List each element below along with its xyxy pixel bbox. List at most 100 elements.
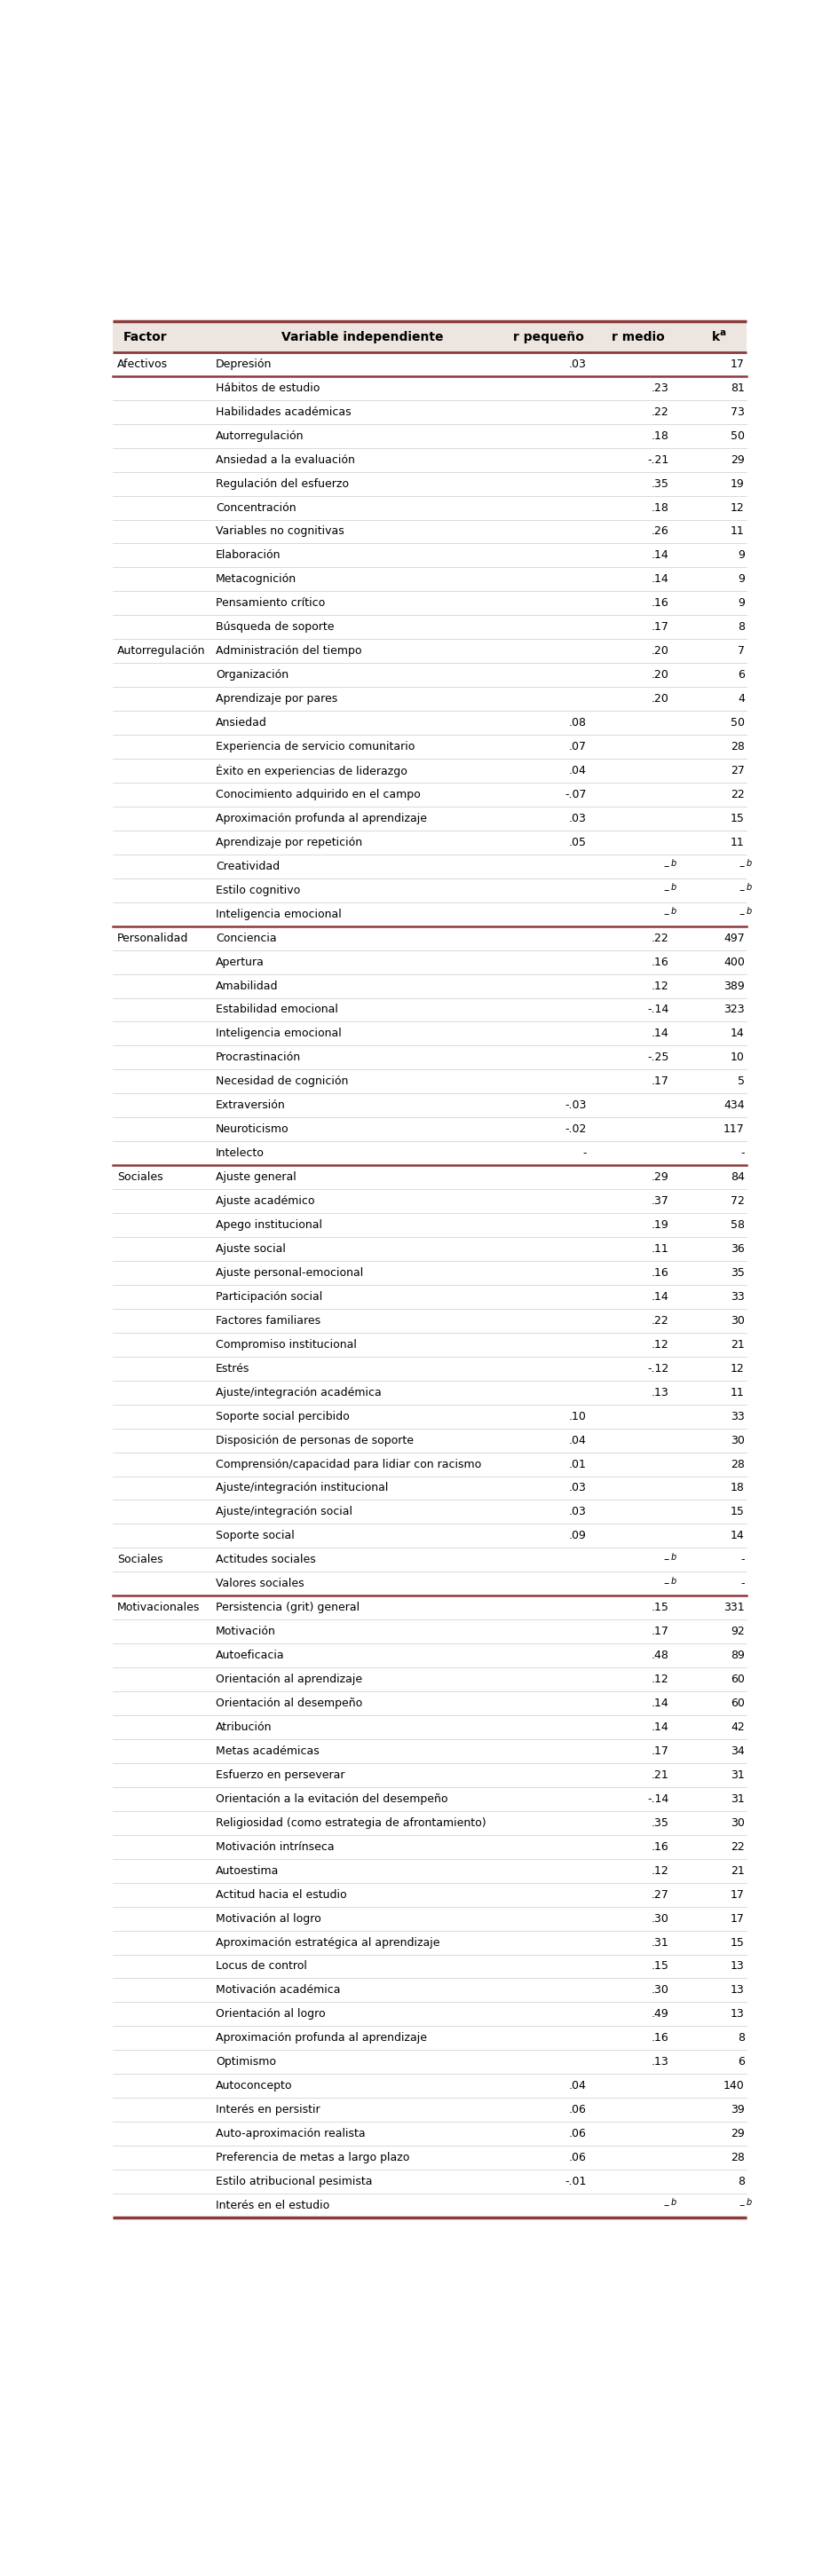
Bar: [113, 1332, 746, 1358]
Text: .16: .16: [651, 2032, 668, 2043]
Text: .05: .05: [568, 837, 586, 848]
Text: Ajuste/integración social: Ajuste/integración social: [215, 1507, 352, 1517]
Text: 22: 22: [730, 1842, 744, 1852]
Bar: [113, 711, 746, 734]
Text: Interés en persistir: Interés en persistir: [215, 2105, 320, 2115]
Text: Pensamiento crítico: Pensamiento crítico: [215, 598, 324, 608]
Bar: [113, 639, 746, 662]
Text: b: b: [670, 2197, 675, 2208]
Bar: [113, 662, 746, 688]
Text: Aproximación estratégica al aprendizaje: Aproximación estratégica al aprendizaje: [215, 1937, 439, 1947]
Text: 4: 4: [737, 693, 744, 706]
Text: Sociales: Sociales: [117, 1553, 163, 1566]
Bar: [113, 376, 746, 399]
Text: Valores sociales: Valores sociales: [215, 1579, 303, 1589]
Text: Preferencia de metas a largo plazo: Preferencia de metas a largo plazo: [215, 2151, 409, 2164]
Text: -: -: [740, 1579, 744, 1589]
Bar: [113, 1213, 746, 1236]
Text: r medio: r medio: [611, 330, 664, 343]
Text: Amabilidad: Amabilidad: [215, 979, 278, 992]
Text: Ajuste personal-emocional: Ajuste personal-emocional: [215, 1267, 363, 1278]
Text: Afectivos: Afectivos: [117, 358, 168, 371]
Text: –: –: [663, 909, 668, 920]
Text: –: –: [663, 1553, 668, 1566]
Text: Estrés: Estrés: [215, 1363, 250, 1373]
Text: 30: 30: [730, 1435, 744, 1445]
Text: Autoestima: Autoestima: [215, 1865, 279, 1875]
Bar: [113, 1762, 746, 1788]
Text: 15: 15: [730, 1507, 744, 1517]
Bar: [113, 1381, 746, 1404]
Text: 31: 31: [730, 1793, 744, 1806]
Text: 389: 389: [723, 979, 744, 992]
Text: 28: 28: [730, 2151, 744, 2164]
Text: 36: 36: [730, 1244, 744, 1255]
Text: 39: 39: [730, 2105, 744, 2115]
Bar: [113, 471, 746, 495]
Text: .16: .16: [651, 598, 668, 608]
Bar: [113, 1190, 746, 1213]
Text: .04: .04: [568, 2081, 586, 2092]
Text: 323: 323: [723, 1005, 744, 1015]
Text: 117: 117: [723, 1123, 744, 1136]
Text: 33: 33: [730, 1291, 744, 1303]
Bar: [113, 1595, 746, 1620]
Text: Inteligencia emocional: Inteligencia emocional: [215, 909, 341, 920]
Text: -.03: -.03: [564, 1100, 586, 1110]
Text: Conciencia: Conciencia: [215, 933, 277, 943]
Text: –: –: [663, 860, 668, 873]
Text: -.02: -.02: [564, 1123, 586, 1136]
Text: 58: 58: [730, 1218, 744, 1231]
Text: –: –: [663, 1579, 668, 1589]
Text: .16: .16: [651, 1267, 668, 1278]
Text: 18: 18: [730, 1481, 744, 1494]
Text: Habilidades académicas: Habilidades académicas: [215, 407, 351, 417]
Bar: [113, 2195, 746, 2218]
Bar: [113, 322, 746, 353]
Text: 14: 14: [730, 1530, 744, 1540]
Text: 30: 30: [730, 1314, 744, 1327]
Text: Ajuste académico: Ajuste académico: [215, 1195, 314, 1208]
Bar: [113, 2027, 746, 2050]
Text: .13: .13: [651, 1386, 668, 1399]
Bar: [113, 927, 746, 951]
Text: 434: 434: [723, 1100, 744, 1110]
Bar: [113, 1860, 746, 1883]
Text: .17: .17: [650, 1625, 668, 1638]
Bar: [113, 829, 746, 855]
Text: Intelecto: Intelecto: [215, 1146, 264, 1159]
Text: .18: .18: [650, 430, 668, 440]
Text: Variable independiente: Variable independiente: [282, 330, 443, 343]
Text: b: b: [670, 907, 675, 917]
Text: .03: .03: [568, 1507, 586, 1517]
Text: Atribución: Atribución: [215, 1721, 272, 1734]
Text: 60: 60: [730, 1698, 744, 1708]
Bar: [113, 902, 746, 927]
Text: –: –: [738, 884, 744, 896]
Text: .17: .17: [650, 621, 668, 634]
Text: 8: 8: [737, 2177, 744, 2187]
Text: 17: 17: [730, 1888, 744, 1901]
Bar: [113, 688, 746, 711]
Text: b: b: [745, 860, 751, 868]
Text: .17: .17: [650, 1077, 668, 1087]
Text: k: k: [711, 330, 719, 343]
Text: 29: 29: [730, 2128, 744, 2141]
Text: 11: 11: [730, 1386, 744, 1399]
Text: 21: 21: [730, 1340, 744, 1350]
Text: 33: 33: [730, 1412, 744, 1422]
Text: Ajuste social: Ajuste social: [215, 1244, 286, 1255]
Bar: [113, 520, 746, 544]
Text: 13: 13: [730, 1984, 744, 1996]
Text: .11: .11: [651, 1244, 668, 1255]
Text: b: b: [670, 860, 675, 868]
Bar: [113, 616, 746, 639]
Text: 30: 30: [730, 1816, 744, 1829]
Bar: [113, 1620, 746, 1643]
Bar: [113, 1883, 746, 1906]
Text: .27: .27: [650, 1888, 668, 1901]
Text: Metacognición: Metacognición: [215, 574, 296, 585]
Text: b: b: [745, 2197, 751, 2208]
Text: Organización: Organización: [215, 670, 288, 680]
Bar: [113, 1260, 746, 1285]
